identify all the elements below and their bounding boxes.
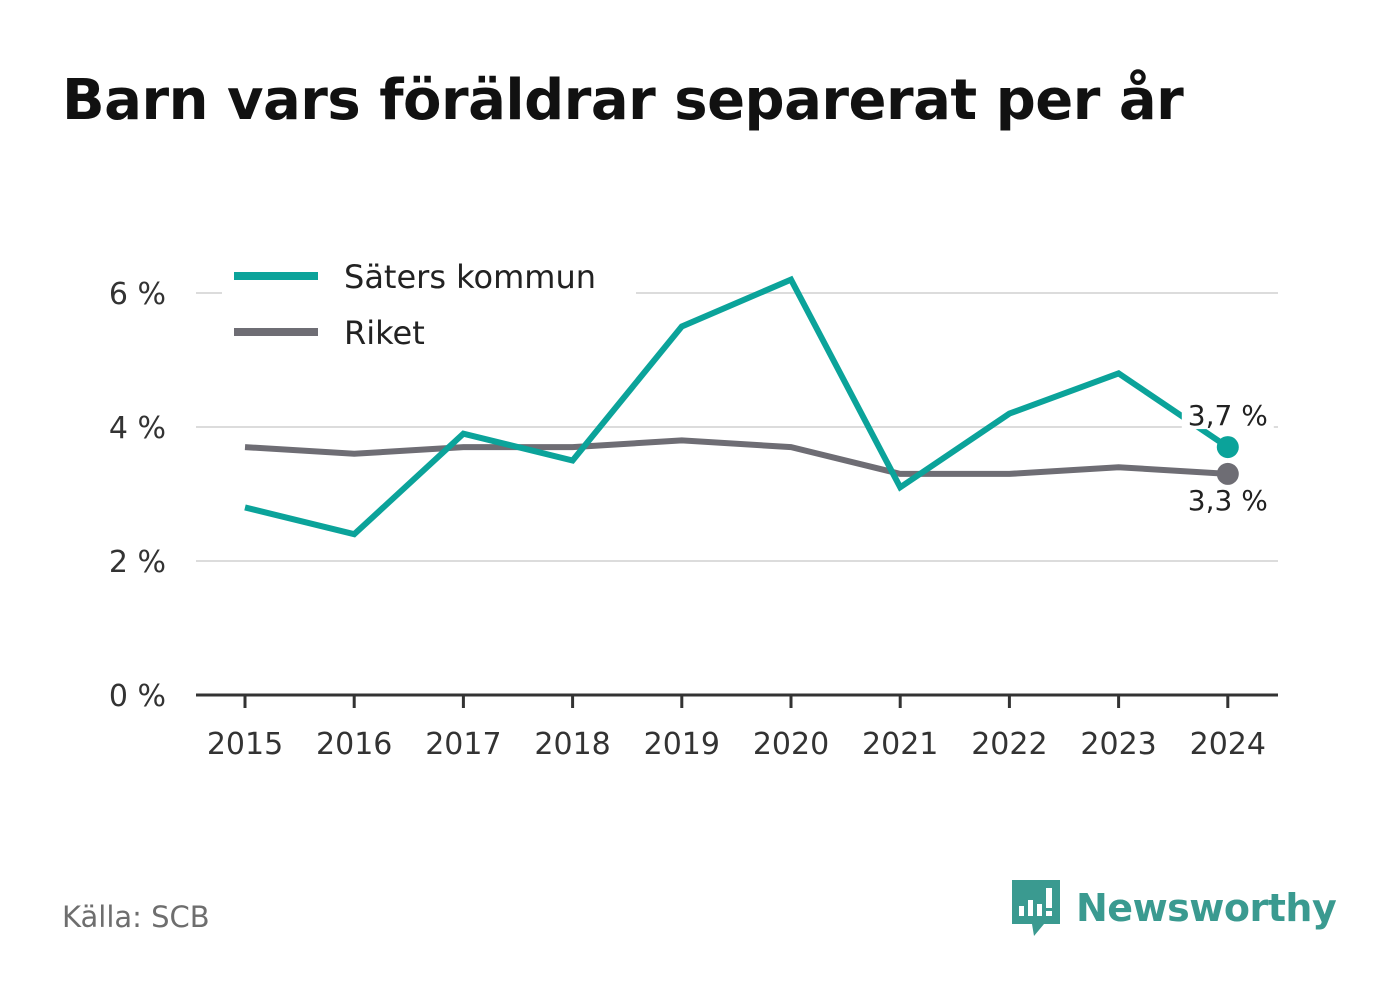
legend-background [222, 250, 636, 362]
x-tick-label: 2017 [425, 727, 501, 762]
y-tick-label: 6 % [109, 277, 166, 312]
brand-logo: Newsworthy [1010, 878, 1337, 938]
brand-name: Newsworthy [1076, 886, 1337, 930]
newsworthy-logo-icon [1012, 880, 1060, 936]
end-label: 3,3 % [1188, 484, 1268, 517]
end-markers: 3,7 % 3,3 % [1181, 395, 1274, 517]
x-tick-label: 2018 [534, 727, 610, 762]
end-point-marker [1216, 462, 1239, 485]
end-label: 3,7 % [1188, 399, 1268, 432]
series-line [244, 437, 1228, 477]
x-tick-label: 2020 [753, 727, 829, 762]
x-tick-label: 2016 [316, 727, 392, 762]
y-tick-label: 4 % [109, 411, 166, 446]
x-axis-ticks: 2015 2016 2017 2018 2019 2020 2021 2022 2023 2024 [207, 695, 1266, 762]
x-tick-label: 2023 [1080, 727, 1156, 762]
x-tick-label: 2015 [207, 727, 283, 762]
legend-label: Säters kommun [344, 258, 596, 296]
y-axis-labels: 0 % 2 % 4 % 6 % [109, 277, 166, 714]
series-line [244, 275, 1230, 538]
chart-title: Barn vars föräldrar separerat per år [62, 68, 1184, 133]
y-tick-label: 0 % [109, 679, 166, 714]
x-tick-label: 2019 [644, 727, 720, 762]
x-tick-label: 2024 [1190, 727, 1266, 762]
legend-label: Riket [344, 314, 425, 352]
y-tick-label: 2 % [109, 545, 166, 580]
end-point-marker [1216, 436, 1239, 459]
legend: Säters kommun Riket [222, 250, 636, 362]
series-lines [244, 275, 1230, 538]
source-note: Källa: SCB [62, 900, 210, 934]
end-label-background [1181, 395, 1274, 430]
x-tick-label: 2021 [862, 727, 938, 762]
x-tick-label: 2022 [971, 727, 1047, 762]
